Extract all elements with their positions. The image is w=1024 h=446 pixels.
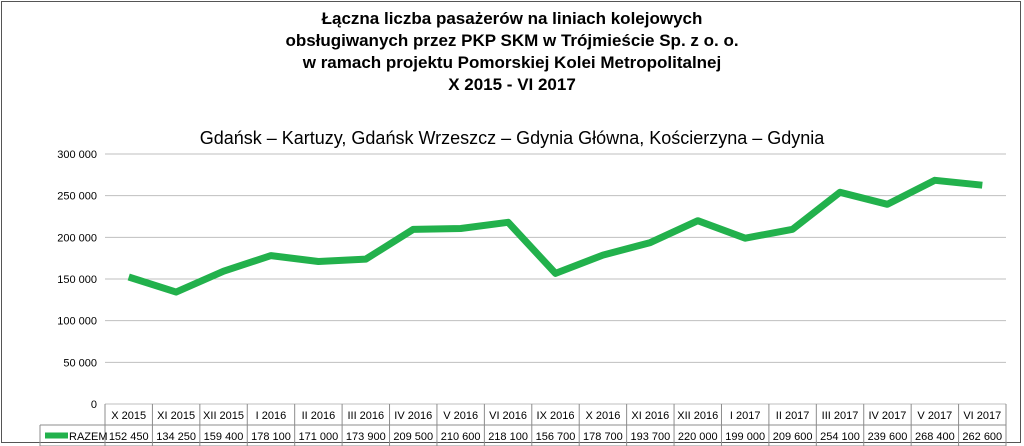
data-label: 209 600 [773,431,813,443]
data-label: 209 500 [393,431,433,443]
x-tick-label: II 2017 [776,410,810,422]
x-tick-label: III 2017 [822,410,859,422]
data-label: 152 450 [109,431,149,443]
y-tick-label: 150 000 [57,274,97,286]
x-tick-label: IV 2016 [394,410,432,422]
data-label: 173 900 [346,431,386,443]
x-tick-label: XII 2016 [677,410,718,422]
data-label: 239 600 [868,431,908,443]
title-line-4: X 2015 - VI 2017 [448,75,576,94]
x-tick-label: II 2016 [302,410,336,422]
title-line-3: w ramach projektu Pomorskiej Kolei Metro… [302,53,722,72]
y-tick-label: 200 000 [57,232,97,244]
x-tick-label: I 2016 [256,410,287,422]
y-tick-label: 0 [91,399,97,411]
data-label: 199 000 [725,431,765,443]
data-label: 254 100 [820,431,860,443]
title-line-2: obsługiwanych przez PKP SKM w Trójmieści… [285,31,739,50]
x-tick-label: V 2017 [917,410,952,422]
data-label: 220 000 [678,431,718,443]
data-label: 210 600 [441,431,481,443]
data-label: 178 700 [583,431,623,443]
data-label: 262 600 [962,431,1002,443]
data-label: 156 700 [536,431,576,443]
y-tick-label: 50 000 [63,357,97,369]
x-tick-label: V 2016 [443,410,478,422]
data-label: 134 250 [156,431,196,443]
x-tick-label: VI 2017 [963,410,1001,422]
chart-title: Łączna liczba pasażerów na liniach kolej… [0,8,1024,96]
x-tick-label: X 2016 [585,410,620,422]
x-tick-label: IX 2016 [537,410,575,422]
x-tick-label: VI 2016 [489,410,527,422]
chart-subtitle: Gdańsk – Kartuzy, Gdańsk Wrzeszcz – Gdyn… [199,128,825,148]
x-tick-label: III 2016 [347,410,384,422]
y-tick-label: 100 000 [57,316,97,328]
x-tick-label: X 2015 [111,410,146,422]
x-tick-label: IV 2017 [868,410,906,422]
y-tick-label: 300 000 [57,149,97,161]
title-line-1: Łączna liczba pasażerów na liniach kolej… [321,9,703,28]
y-tick-label: 250 000 [57,191,97,203]
data-label: 268 400 [915,431,955,443]
x-tick-label: XI 2016 [631,410,669,422]
data-label: 178 100 [251,431,291,443]
x-tick-label: XII 2015 [203,410,244,422]
data-label: 218 100 [488,431,528,443]
legend-label: RAZEM [69,431,108,443]
data-label: 171 000 [299,431,339,443]
x-tick-label: XI 2015 [157,410,195,422]
data-label: 193 700 [630,431,670,443]
data-label: 159 400 [204,431,244,443]
x-tick-label: I 2017 [730,410,761,422]
series-line [127,176,983,296]
